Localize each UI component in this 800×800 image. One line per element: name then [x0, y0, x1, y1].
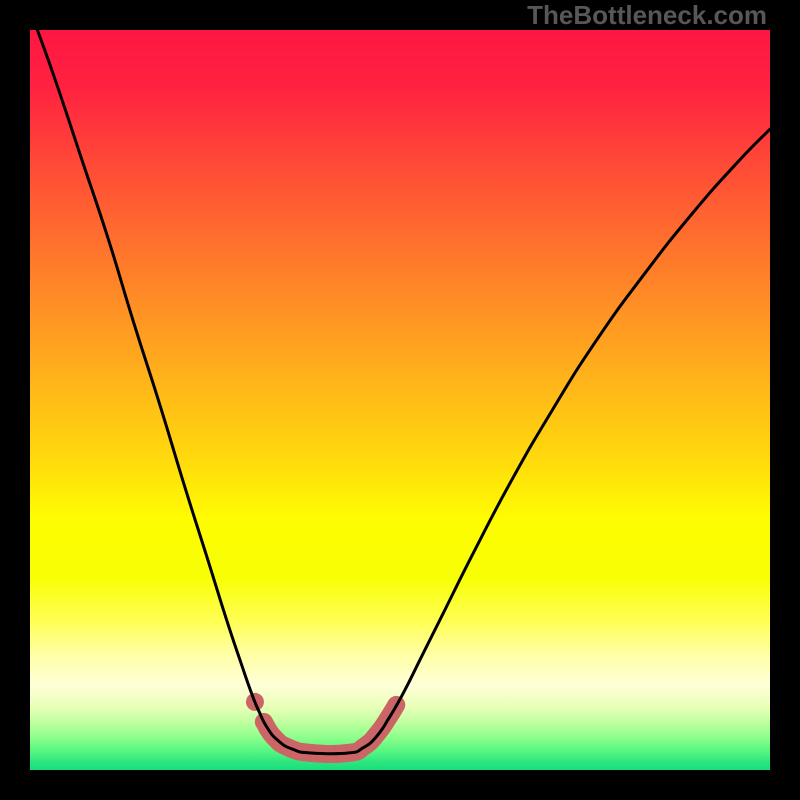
watermark-text: TheBottleneck.com [527, 0, 767, 31]
heatmap-gradient-background [30, 30, 770, 770]
chart-stage: TheBottleneck.com [0, 0, 800, 800]
plot-area: TheBottleneck.com [30, 30, 770, 770]
